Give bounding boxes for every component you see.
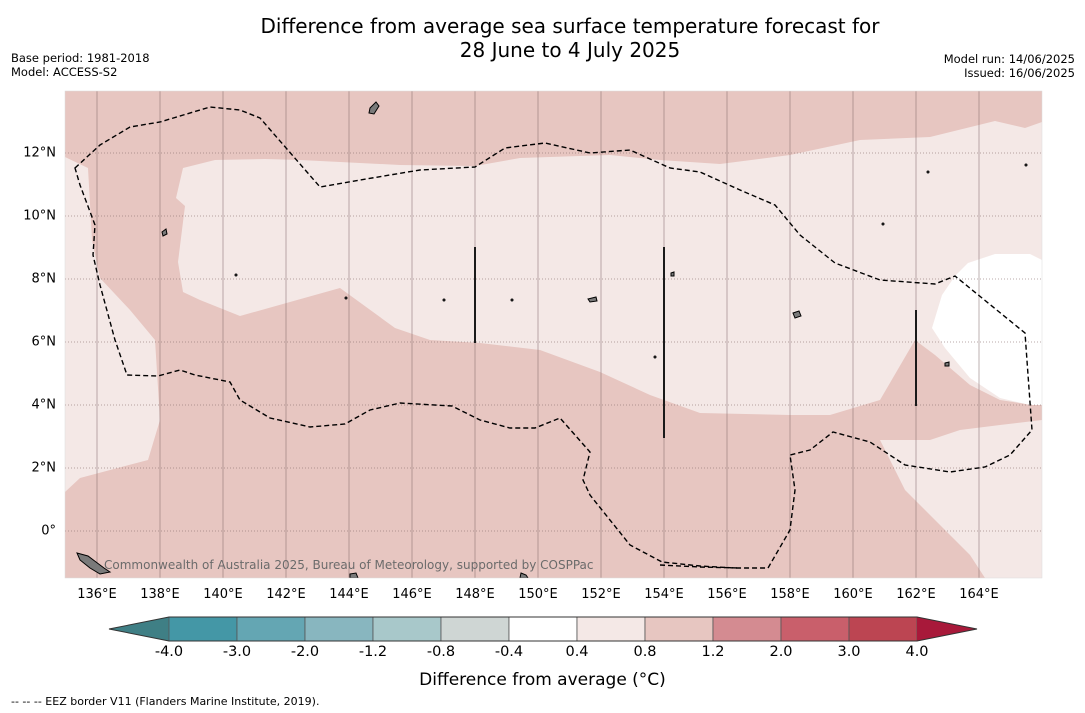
colorbar-tick-label: 2.0 — [769, 644, 793, 660]
colorbar-tick-label: -3.0 — [222, 644, 252, 660]
base-period: Base period: 1981-2018 — [11, 51, 150, 65]
credit-text: Commonwealth of Australia 2025, Bureau o… — [104, 558, 594, 572]
x-tick-label: 142°E — [266, 587, 306, 602]
x-tick-label: 152°E — [581, 587, 621, 602]
y-tick-label: 8°N — [31, 271, 57, 287]
x-tick-label: 148°E — [455, 587, 495, 602]
islands — [76, 101, 1028, 578]
meta-right: Model run: 14/06/2025 Issued: 16/06/2025 — [944, 52, 1075, 80]
colorbar-title: Difference from average (°C) — [419, 670, 666, 690]
eez-border-west — [74, 106, 1033, 569]
colorbar-segment — [440, 616, 510, 642]
anomaly-band-mid-main — [176, 121, 1042, 415]
x-tick-label: 144°E — [329, 587, 369, 602]
x-tick-label: 146°E — [392, 587, 432, 602]
colorbar-tick-label: -4.0 — [154, 644, 184, 660]
x-tick-label: 136°E — [77, 587, 117, 602]
y-tick-label: 6°N — [31, 334, 57, 350]
y-tick-label: 0° — [41, 523, 56, 539]
colorbar-segment — [168, 616, 238, 642]
y-tick-label: 12°N — [23, 145, 56, 161]
colorbar-segment — [304, 616, 374, 642]
meta-left: Base period: 1981-2018 Model: ACCESS-S2 — [11, 51, 150, 79]
colorbar-tick-label: 0.8 — [633, 644, 657, 660]
y-tick-label: 4°N — [31, 397, 57, 413]
x-tick-label: 138°E — [140, 587, 180, 602]
x-tick-label: 164°E — [959, 587, 999, 602]
chart-title: Difference from average sea surface temp… — [170, 14, 970, 62]
colorbar-segment — [780, 616, 850, 642]
colorbar-tick-label: -0.8 — [426, 644, 456, 660]
model-name: Model: ACCESS-S2 — [11, 65, 118, 79]
colorbar-under-arrow — [109, 617, 169, 641]
colorbar-segment — [644, 616, 714, 642]
x-tick-label: 162°E — [896, 587, 936, 602]
colorbar-segment — [508, 616, 578, 642]
title-line-2: 28 June to 4 July 2025 — [459, 38, 681, 62]
colorbar-tick-label: 4.0 — [905, 644, 929, 660]
anomaly-band-neutral — [932, 254, 1042, 405]
colorbar-tick-label: -0.4 — [494, 644, 524, 660]
x-tick-label: 156°E — [707, 587, 747, 602]
colorbar-segment — [712, 616, 782, 642]
model-run: Model run: 14/06/2025 — [943, 52, 1075, 66]
colorbar-tick-label: 1.2 — [701, 644, 725, 660]
colorbar-segment — [576, 616, 646, 642]
marker-lines — [474, 247, 917, 438]
issued-date: Issued: 16/06/2025 — [964, 66, 1075, 80]
colorbar-segment — [848, 616, 918, 642]
colorbar-segment — [236, 616, 306, 642]
colorbar-over-arrow — [917, 617, 977, 641]
eez-border-south — [659, 564, 741, 569]
x-tick-label: 150°E — [518, 587, 558, 602]
colorbar-tick-label: 3.0 — [837, 644, 861, 660]
y-tick-label: 2°N — [31, 460, 57, 476]
colorbar-tick-label: -2.0 — [290, 644, 320, 660]
colorbar — [108, 616, 978, 642]
map-frame — [64, 90, 1043, 579]
colorbar-outline — [108, 616, 978, 642]
colorbar-tick-label: -1.2 — [358, 644, 388, 660]
x-tick-label: 154°E — [644, 587, 684, 602]
colorbar-segment — [372, 616, 442, 642]
x-tick-label: 140°E — [203, 587, 243, 602]
x-tick-label: 158°E — [770, 587, 810, 602]
x-tick-label: 160°E — [833, 587, 873, 602]
colorbar-tick-label: 0.4 — [565, 644, 589, 660]
anomaly-band-mid — [65, 157, 160, 492]
y-tick-label: 10°N — [23, 208, 56, 224]
title-line-1: Difference from average sea surface temp… — [260, 14, 880, 38]
eez-footnote: -- -- -- EEZ border V11 (Flanders Marine… — [11, 695, 320, 708]
parallel-lines — [65, 152, 1042, 532]
